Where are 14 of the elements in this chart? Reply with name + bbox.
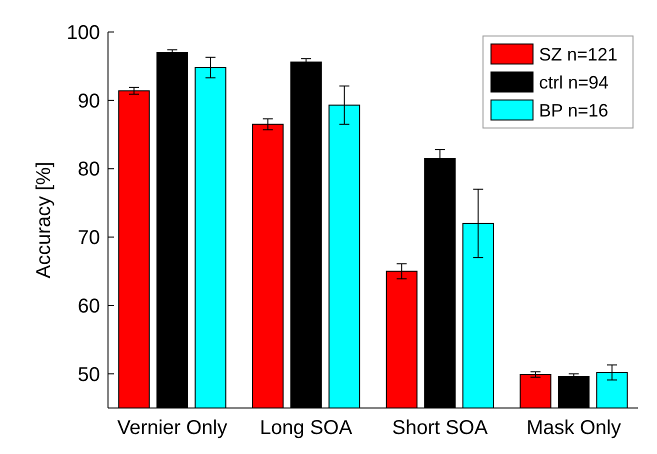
legend-label: BP n=16 — [539, 100, 608, 120]
x-tick-label: Short SOA — [392, 417, 488, 439]
y-tick-label: 50 — [78, 364, 100, 386]
x-tick-label: Long SOA — [260, 417, 353, 439]
y-tick-label: 100 — [66, 22, 100, 44]
y-tick-label: 60 — [78, 295, 100, 318]
y-tick-label: 70 — [78, 227, 100, 250]
x-tick-label: Vernier Only — [117, 417, 228, 439]
legend-label: ctrl n=94 — [539, 72, 609, 92]
y-tick-label: 80 — [78, 158, 100, 181]
y-axis-title: Accuracy [%] — [33, 162, 55, 278]
x-tick-label: Mask Only — [526, 417, 621, 439]
y-tick-label: 90 — [78, 90, 100, 112]
legend-label: SZ n=121 — [539, 44, 618, 64]
